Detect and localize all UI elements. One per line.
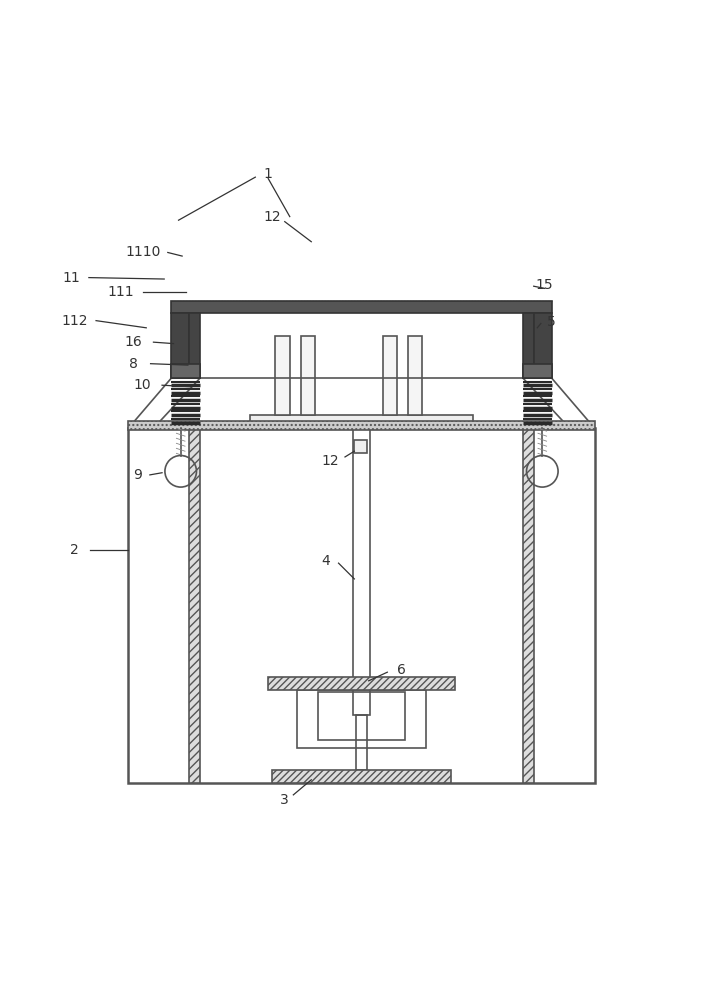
- Bar: [301, 336, 315, 415]
- Text: 15: 15: [536, 278, 553, 292]
- Text: 12: 12: [263, 210, 281, 224]
- Bar: [353, 428, 370, 715]
- Bar: [171, 364, 200, 378]
- Bar: [250, 415, 473, 428]
- Bar: [171, 301, 552, 313]
- Bar: [189, 428, 200, 783]
- Bar: [356, 715, 367, 770]
- Bar: [354, 440, 367, 453]
- Bar: [534, 313, 552, 378]
- Text: 11: 11: [62, 271, 80, 285]
- Text: 4: 4: [321, 554, 330, 568]
- Bar: [523, 364, 552, 378]
- Bar: [189, 313, 200, 378]
- Text: 3: 3: [280, 793, 288, 807]
- Bar: [383, 336, 398, 415]
- Bar: [275, 336, 290, 415]
- Text: 5: 5: [547, 315, 556, 329]
- Text: 12: 12: [321, 454, 339, 468]
- Bar: [171, 313, 189, 378]
- Bar: [268, 677, 455, 690]
- Text: 6: 6: [396, 663, 406, 677]
- Text: 112: 112: [61, 314, 87, 328]
- Bar: [272, 770, 451, 783]
- Text: 8: 8: [129, 357, 138, 371]
- Bar: [128, 428, 595, 783]
- Text: 1: 1: [264, 167, 273, 181]
- Bar: [523, 313, 534, 378]
- Bar: [318, 692, 405, 740]
- Bar: [523, 428, 534, 783]
- Text: 111: 111: [108, 285, 134, 299]
- Bar: [408, 336, 422, 415]
- Bar: [297, 690, 426, 748]
- Text: 1110: 1110: [125, 245, 161, 259]
- Text: 9: 9: [133, 468, 142, 482]
- Text: 10: 10: [134, 378, 152, 392]
- Bar: [128, 421, 595, 430]
- Text: 16: 16: [124, 335, 142, 349]
- Text: 2: 2: [70, 543, 79, 557]
